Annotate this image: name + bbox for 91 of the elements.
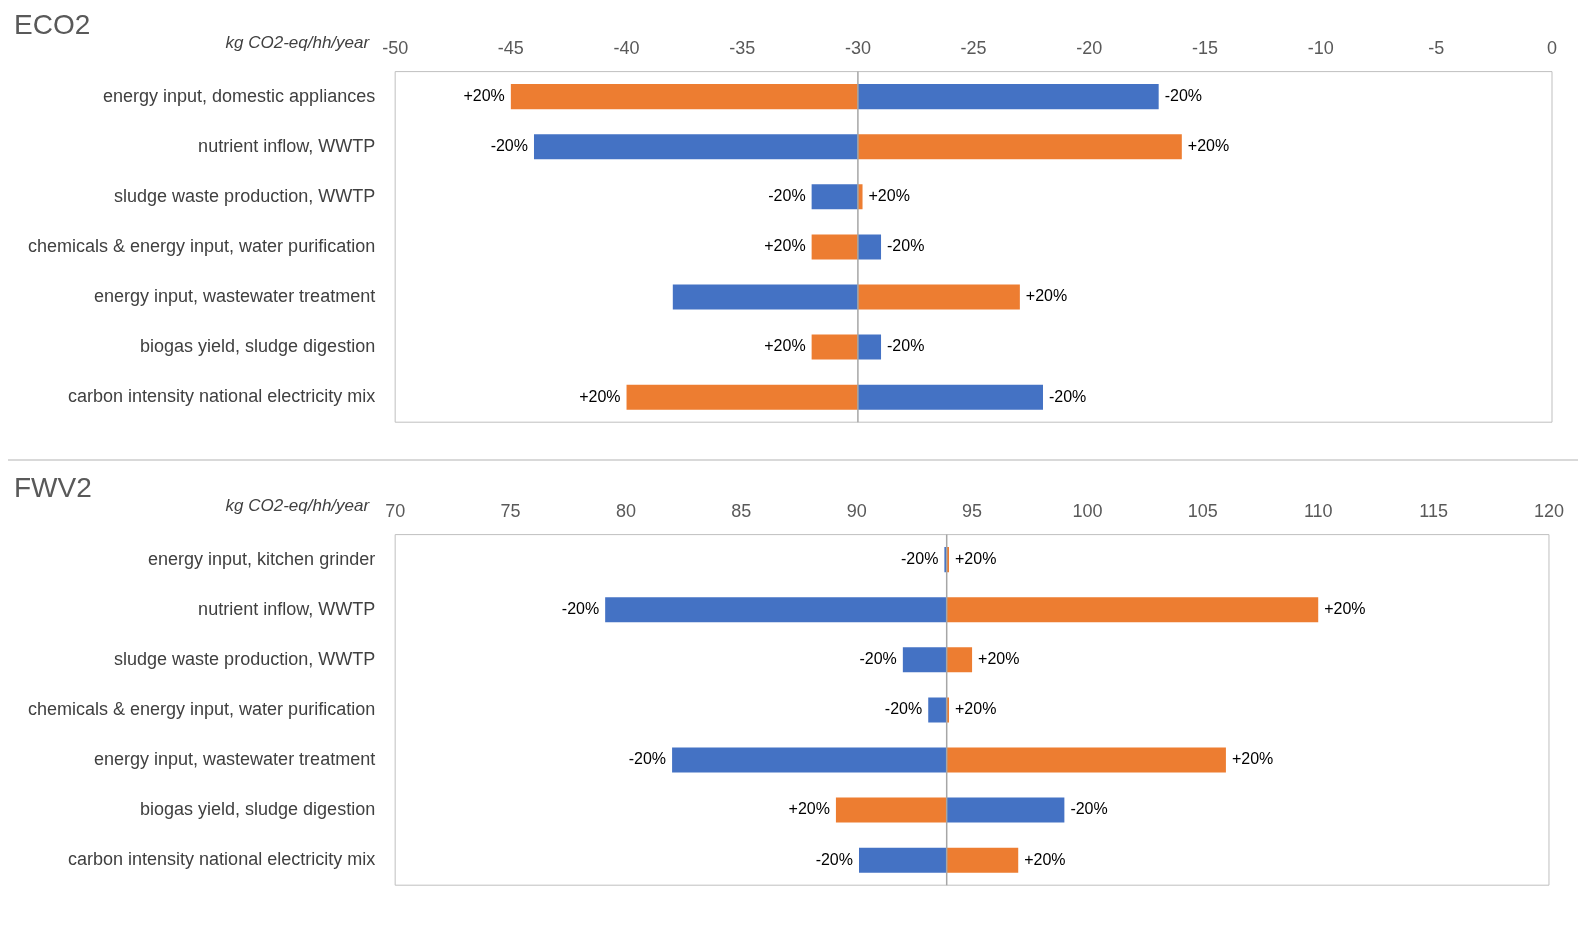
x-tick-label: -30 (844, 37, 871, 58)
x-tick-label: 85 (731, 500, 752, 521)
y-tick-label: energy input, wastewater treatment (94, 748, 376, 769)
x-tick-label: 120 (1533, 500, 1565, 521)
y-tick-label: energy input, kitchen grinder (148, 548, 376, 569)
x-tick-label: 0 (1546, 37, 1558, 58)
bar (510, 84, 858, 110)
x-axis-title: kg CO2-eq/hh/year (225, 495, 371, 515)
x-tick-label: -35 (729, 37, 756, 58)
bar (605, 597, 947, 623)
y-tick-label: nutrient inflow, WWTP (198, 135, 376, 156)
bar (946, 797, 1065, 823)
y-tick-label: nutrient inflow, WWTP (198, 598, 376, 619)
bar (857, 134, 1182, 160)
annotation: +20% (463, 87, 505, 105)
bar (859, 847, 947, 873)
bar (835, 797, 947, 823)
annotation: -20% (887, 237, 925, 255)
annotation: -20% (815, 850, 853, 868)
bar (946, 747, 1226, 773)
annotation: -20% (859, 650, 897, 668)
x-tick-label: -40 (613, 37, 640, 58)
annotation: +20% (955, 550, 997, 568)
annotation: -20% (768, 187, 806, 205)
annotation: -20% (628, 750, 667, 768)
annotation: -20% (901, 550, 939, 568)
text: ECO2 (14, 8, 91, 40)
annotation: +20% (764, 337, 806, 355)
bar (811, 184, 858, 210)
bar (946, 647, 973, 673)
annotation: -20% (884, 700, 923, 718)
bar (672, 284, 858, 310)
annotation: +20% (955, 700, 997, 718)
bar (626, 384, 858, 410)
y-tick-label: carbon intensity national electricity mix (68, 849, 376, 870)
bar (811, 334, 858, 360)
y-tick-label: chemicals & energy input, water purification (28, 698, 376, 719)
x-tick-label: -15 (1191, 37, 1218, 58)
annotation: -20% (490, 137, 528, 155)
bar (946, 847, 1019, 873)
y-tick-label: biogas yield, sludge digestion (140, 336, 376, 357)
annotation: -20% (887, 337, 925, 355)
bar (857, 334, 882, 360)
annotation: +20% (1025, 287, 1068, 305)
y-tick-label: sludge waste production, WWTP (114, 648, 376, 669)
y-tick-label: sludge waste production, WWTP (114, 185, 376, 206)
x-tick-label: 105 (1187, 500, 1218, 521)
bar (857, 234, 882, 260)
bar (946, 597, 1319, 623)
x-tick-label: 80 (615, 500, 636, 521)
annotation: -20% (1164, 87, 1203, 105)
bar (857, 384, 1043, 410)
x-tick-label: 70 (385, 500, 406, 521)
bar (672, 747, 947, 773)
bar (928, 697, 947, 723)
x-tick-label: -5 (1428, 37, 1445, 58)
x-tick-label: 100 (1072, 500, 1103, 521)
x-tick-label: 90 (846, 500, 867, 521)
x-tick-label: 110 (1303, 500, 1333, 521)
bar (902, 647, 947, 673)
x-tick-label: -20 (1076, 37, 1103, 58)
x-tick-label: 95 (962, 500, 983, 521)
annotation: +20% (1231, 750, 1274, 768)
y-tick-label: energy input, domestic appliances (103, 85, 376, 106)
annotation: +20% (764, 237, 806, 255)
y-tick-label: chemicals & energy input, water purification (28, 235, 376, 256)
annotation: +20% (579, 387, 621, 405)
annotation: +20% (788, 800, 830, 818)
annotation: +20% (1024, 850, 1066, 868)
y-tick-label: energy input, wastewater treatment (94, 285, 376, 306)
x-tick-label: -10 (1307, 37, 1334, 58)
x-tick-label: -50 (382, 37, 409, 58)
x-axis-title: kg CO2-eq/hh/year (225, 32, 371, 52)
bar (857, 284, 1020, 310)
annotation: +20% (868, 187, 910, 205)
x-tick-label: 75 (500, 500, 521, 521)
annotation: -20% (1048, 387, 1087, 405)
y-tick-label: biogas yield, sludge digestion (140, 799, 376, 820)
bar (857, 84, 1159, 110)
annotation: +20% (978, 650, 1020, 668)
annotation: +20% (1187, 137, 1230, 155)
annotation: -20% (561, 600, 600, 618)
annotation: -20% (1070, 800, 1108, 818)
text: FWV2 (14, 471, 92, 503)
annotation: +20% (1324, 600, 1366, 618)
x-tick-label: -25 (960, 37, 987, 58)
x-tick-label: 115 (1419, 500, 1448, 521)
bar (533, 134, 858, 160)
x-tick-label: -45 (497, 37, 524, 58)
y-tick-label: carbon intensity national electricity mix (68, 386, 376, 407)
bar (811, 234, 858, 260)
